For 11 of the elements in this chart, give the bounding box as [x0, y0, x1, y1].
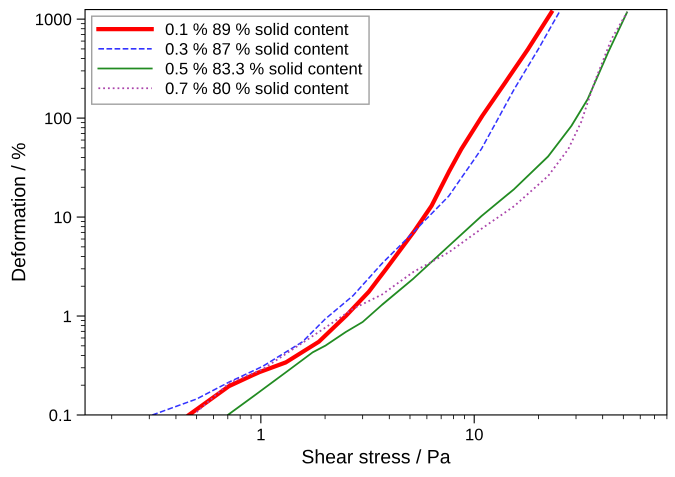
y-tick-label: 1000	[36, 14, 72, 26]
y-tick-label: 10	[54, 211, 72, 224]
y-tick-label: 1	[64, 310, 72, 322]
legend-label: 0.3 % 87 % solid content	[166, 42, 348, 55]
legend-label: 0.5 % 83.3 % solid content	[166, 62, 362, 75]
legend-label: 0.1 % 89 % solid content	[166, 22, 348, 36]
y-tick-label: 0.1	[49, 409, 72, 422]
y-tick-label: 100	[45, 112, 72, 124]
y-axis-title: Deformation / %	[11, 143, 26, 280]
legend-label: 0.7 % 80 % solid content	[166, 82, 348, 94]
x-axis-title: Shear stress / Pa	[302, 449, 451, 464]
